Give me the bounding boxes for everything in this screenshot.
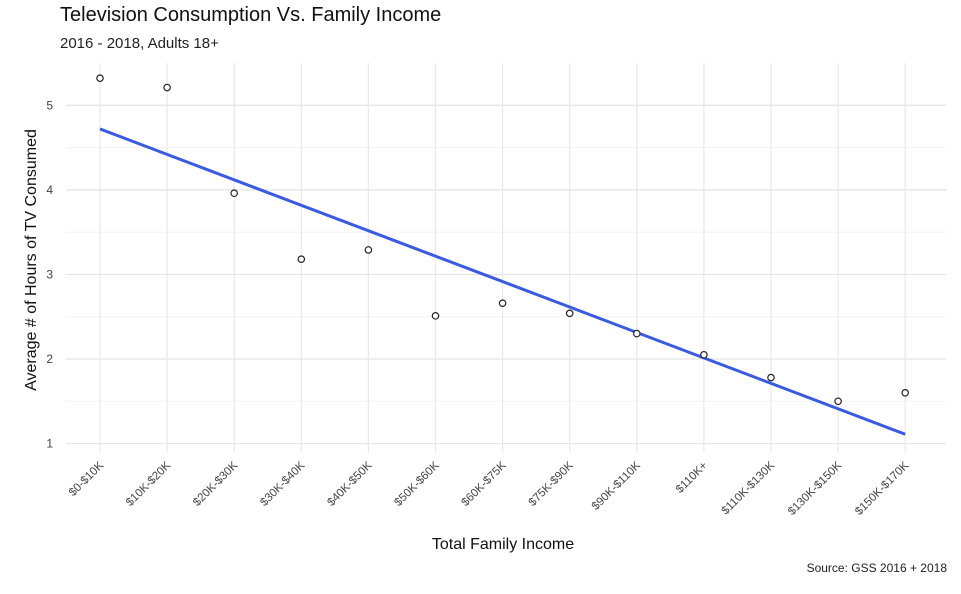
data-points [96,74,910,406]
data-point [767,373,775,382]
data-point [163,83,171,92]
data-point [632,329,641,338]
x-tick-label: $90K-$110K [590,459,643,512]
x-tick-label: $150K-$170K [853,459,911,517]
x-tick-label: $110K-$130K [720,459,778,517]
data-point [565,309,574,318]
x-tick-label: $110K+ [674,459,710,495]
data-point [431,312,440,320]
data-point [364,246,373,254]
trend-line-group [99,127,906,436]
x-tick-label: $10K-$20K [124,459,173,508]
data-point [96,74,104,83]
grid-lines [66,63,946,452]
data-point [901,389,910,397]
data-point [498,299,507,307]
chart-caption: Source: GSS 2016 + 2018 [806,561,947,575]
y-tick-labels: 1 2 3 4 5 [46,98,53,450]
y-tick-label: 3 [46,267,53,281]
x-tick-label: $130K-$150K [786,459,844,517]
chart-title: Television Consumption Vs. Family Income [60,4,442,26]
x-tick-label: $75K-$90K [527,459,576,508]
y-tick-label: 4 [46,183,53,197]
data-point [230,189,239,198]
x-tick-label: $0-$10K [67,459,106,498]
x-tick-label: $50K-$60K [392,459,441,508]
data-point [834,397,842,406]
x-axis-label: Total Family Income [431,536,575,553]
y-tick-label: 1 [46,437,53,451]
x-tick-label: $40K-$50K [325,459,374,508]
data-point [297,255,306,263]
data-point [700,350,708,359]
x-tick-label: $30K-$40K [258,459,307,508]
x-tick-label: $60K-$75K [460,459,509,508]
y-tick-label: 5 [46,98,53,112]
x-tick-label: $20K-$30K [191,459,240,508]
y-tick-label: 2 [46,352,53,366]
chart-subtitle: 2016 - 2018, Adults 18+ [60,35,219,52]
trend-line [99,127,906,436]
x-tick-labels: $0-$10K $10K-$20K $20K-$30K $30K-$40K $40K-$… [67,459,912,517]
